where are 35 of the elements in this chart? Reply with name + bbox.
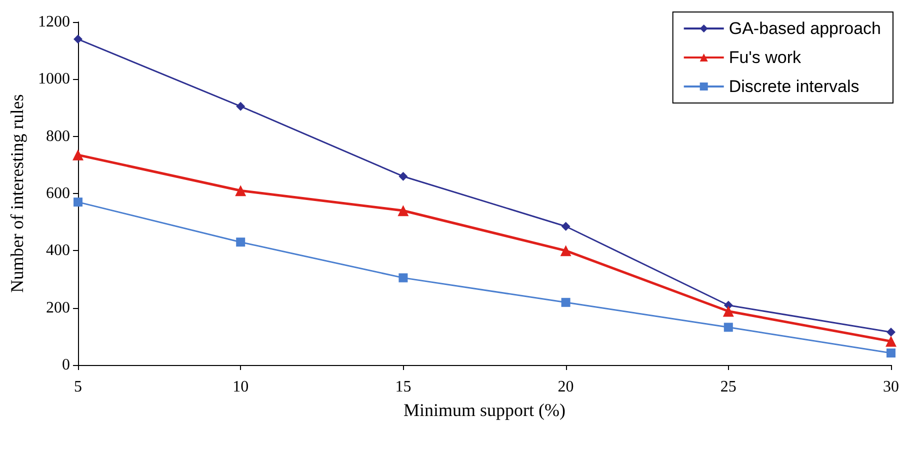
y-tick-label: 400 — [46, 242, 70, 260]
y-tick-label: 200 — [46, 299, 70, 316]
point — [236, 238, 246, 247]
legend-label: Fu's work — [728, 48, 802, 67]
x-tick-label: 5 — [74, 378, 82, 396]
point — [236, 102, 246, 111]
point — [398, 205, 409, 216]
point — [561, 298, 570, 307]
x-tick-label: 10 — [232, 378, 249, 396]
point — [72, 149, 84, 160]
point — [561, 222, 570, 231]
legend-label: GA-based approach — [728, 19, 882, 38]
x-axis-title: Minimum support (%) — [404, 400, 566, 420]
point — [722, 306, 734, 317]
y-axis-title: Number of interesting rules — [7, 94, 27, 293]
x-tick-label: 30 — [883, 378, 899, 396]
x-tick-label: 15 — [395, 378, 412, 396]
legend-label: Discrete intervals — [728, 77, 860, 96]
y-tick-label: 1000 — [38, 70, 70, 88]
x-tick-label: 25 — [720, 378, 736, 396]
point — [235, 185, 246, 196]
point — [886, 348, 896, 358]
x-tick-label: 20 — [558, 378, 574, 396]
y-tick-label: 800 — [46, 128, 70, 145]
point — [886, 336, 896, 347]
point — [398, 273, 408, 282]
point — [724, 322, 733, 332]
y-tick-label: 600 — [46, 185, 70, 202]
point — [560, 245, 572, 256]
point — [74, 198, 82, 207]
y-tick-label: 1200 — [38, 14, 70, 30]
point — [886, 328, 896, 337]
point — [74, 34, 82, 44]
y-tick-label: 0 — [62, 356, 70, 374]
point — [398, 172, 408, 181]
